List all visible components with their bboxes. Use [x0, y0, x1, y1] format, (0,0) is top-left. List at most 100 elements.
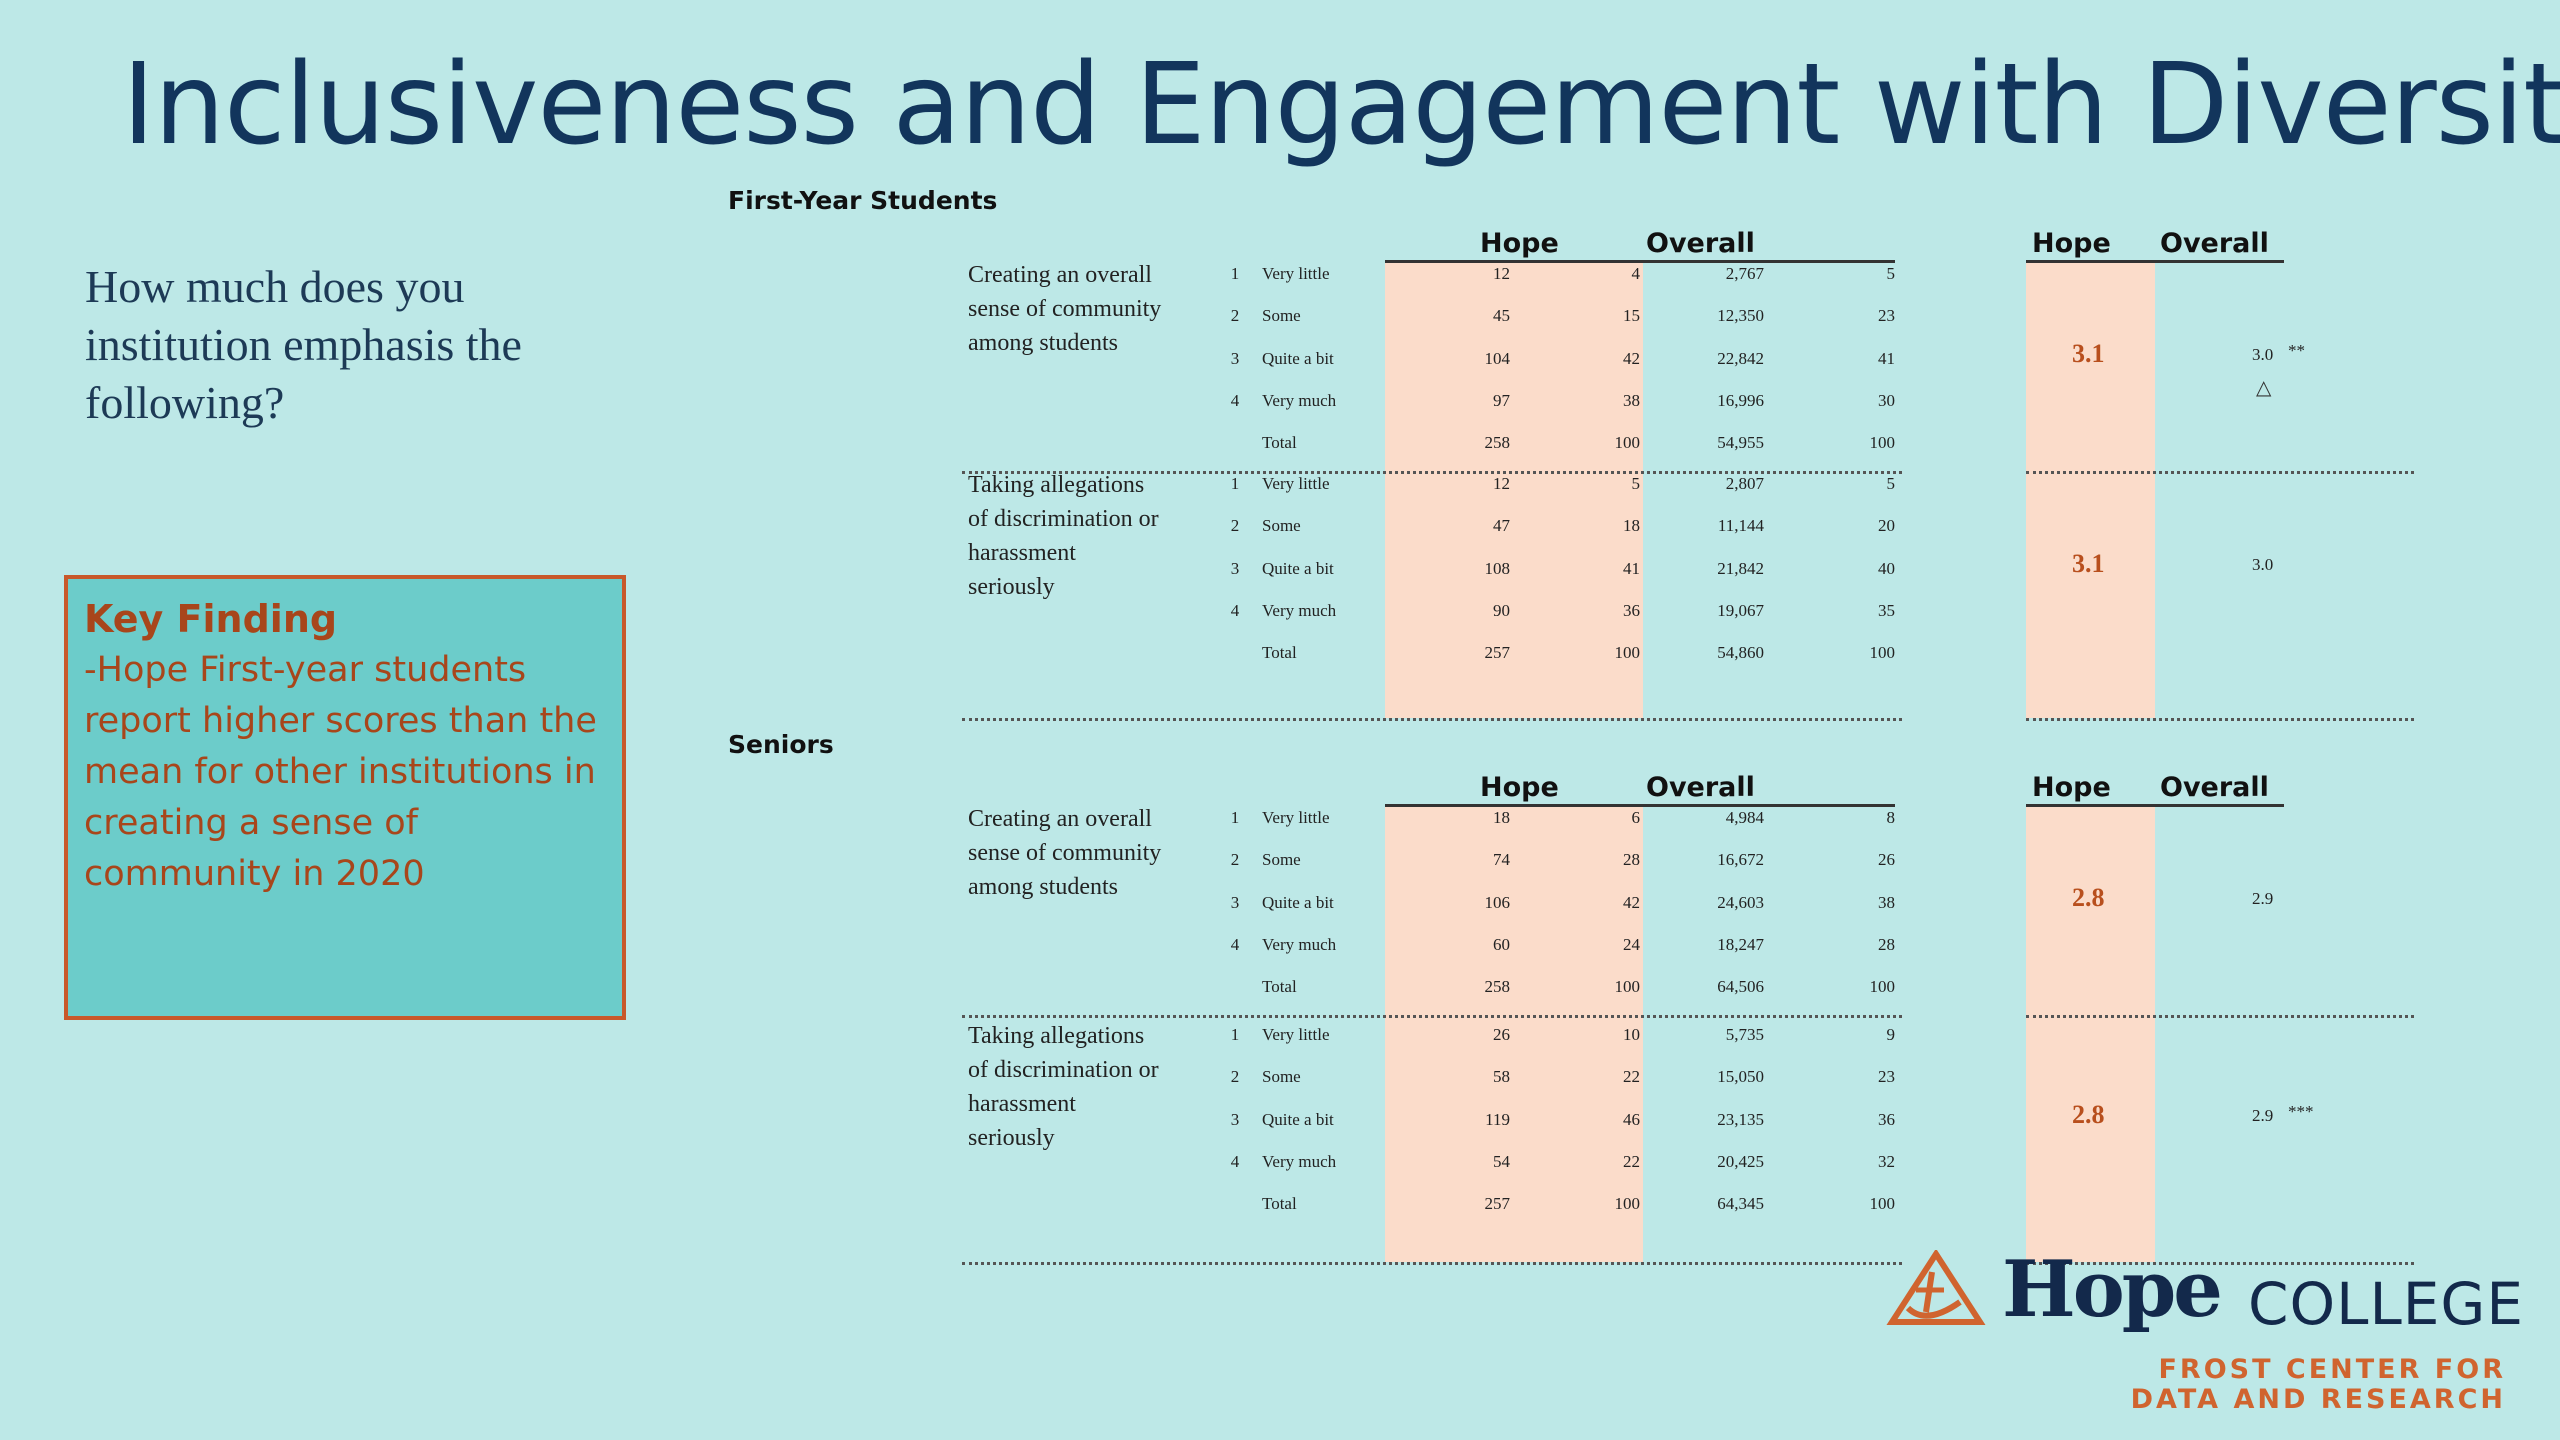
logo-college-text: COLLEGE: [2248, 1270, 2525, 1338]
hope-count: 90: [1493, 600, 1510, 620]
logo-subtitle-line2: DATA AND RESEARCH: [2130, 1384, 2506, 1415]
overall-mean-value: 2.9: [2252, 888, 2274, 908]
overall-mean-value: 2.9: [2252, 1105, 2274, 1125]
overall-count: 24,603: [1717, 892, 1764, 912]
response-label: Some: [1262, 850, 1301, 870]
col-header-overall: Overall: [1646, 772, 1755, 803]
response-code: 2: [1230, 306, 1240, 326]
col-header-overall: Overall: [1646, 228, 1755, 259]
key-finding-heading: Key Finding: [84, 597, 338, 641]
hope-percent: 15: [1623, 306, 1640, 326]
hope-percent: 100: [1614, 643, 1641, 663]
response-label: Quite a bit: [1262, 348, 1334, 368]
hope-percent: 6: [1631, 808, 1641, 827]
hope-count: 54: [1493, 1151, 1510, 1171]
mean-row-separator: [2026, 470, 2414, 474]
hope-percent: 42: [1623, 348, 1640, 368]
hope-percent: 100: [1614, 977, 1641, 997]
mean-row-separator: [2026, 1014, 2414, 1018]
hope-mean-value: 2.8: [2072, 1099, 2105, 1129]
hope-percent: 5: [1631, 474, 1641, 493]
hope-count: 18: [1493, 808, 1510, 827]
overall-count: 16,672: [1717, 850, 1764, 870]
response-label: Total: [1262, 433, 1297, 453]
mean-header-rule: [2026, 260, 2284, 263]
overall-count: 18,247: [1717, 934, 1764, 954]
hope-count: 258: [1484, 977, 1511, 997]
overall-percent: 26: [1878, 850, 1895, 870]
hope-count: 26: [1493, 1025, 1510, 1044]
response-label: Quite a bit: [1262, 558, 1334, 578]
overall-count: 64,506: [1717, 977, 1764, 997]
overall-percent: 100: [1869, 433, 1896, 453]
hope-count: 58: [1493, 1067, 1510, 1087]
hope-percent: 46: [1623, 1109, 1640, 1129]
hope-count: 45: [1493, 306, 1510, 326]
overall-count: 23,135: [1717, 1109, 1764, 1129]
overall-count: 11,144: [1717, 516, 1764, 536]
response-label: Total: [1262, 977, 1297, 997]
hope-highlight-band: [1385, 804, 1643, 1262]
logo-hope-text: Hope: [2002, 1244, 2223, 1335]
overall-percent: 5: [1886, 474, 1896, 493]
col-header-mean-hope: Hope: [2032, 772, 2111, 803]
response-label: Total: [1262, 643, 1297, 663]
overall-percent: 38: [1878, 892, 1895, 912]
overall-percent: 41: [1878, 348, 1895, 368]
hope-percent: 42: [1623, 892, 1640, 912]
significance-marker: **: [2288, 340, 2305, 360]
page-title: Inclusiveness and Engagement with Divers…: [122, 40, 2560, 170]
response-label: Quite a bit: [1262, 892, 1334, 912]
key-finding-box: Key Finding -Hope First-year students re…: [64, 575, 626, 1020]
response-label: Very much: [1262, 1151, 1337, 1171]
overall-count: 64,345: [1717, 1194, 1764, 1214]
hope-count: 104: [1484, 348, 1511, 368]
key-finding-body: -Hope First-year students report higher …: [84, 650, 597, 894]
hope-percent: 10: [1623, 1025, 1640, 1044]
overall-count: 54,860: [1717, 643, 1764, 663]
section-title: First-Year Students: [728, 186, 998, 215]
overall-percent: 100: [1869, 1194, 1896, 1214]
overall-percent: 28: [1878, 934, 1895, 954]
overall-count: 21,842: [1717, 558, 1764, 578]
section-title: Seniors: [728, 730, 834, 759]
overall-percent: 23: [1878, 1067, 1895, 1087]
overall-percent: 8: [1886, 808, 1896, 827]
response-label: Very much: [1262, 600, 1337, 620]
overall-count: 4,984: [1725, 808, 1764, 827]
response-label: Some: [1262, 516, 1301, 536]
mean-row-separator: [2026, 1262, 2414, 1265]
overall-percent: 9: [1886, 1025, 1896, 1044]
overall-count: 2,807: [1725, 474, 1764, 493]
overall-count: 15,050: [1717, 1067, 1764, 1087]
hope-college-logo: Hope COLLEGE FROST CENTER FOR DATA AND R…: [1886, 1244, 2523, 1420]
overall-count: 2,767: [1725, 264, 1764, 283]
logo-subtitle-line1: FROST CENTER FOR: [2158, 1354, 2506, 1385]
hope-percent: 22: [1623, 1067, 1640, 1087]
response-code: 4: [1230, 1151, 1240, 1171]
response-code: 4: [1230, 600, 1240, 620]
header-rule: [1385, 804, 1895, 807]
overall-percent: 35: [1878, 600, 1895, 620]
response-label: Total: [1262, 1194, 1297, 1214]
response-code: 3: [1230, 348, 1240, 368]
response-code: 1: [1230, 264, 1240, 283]
header-rule: [1385, 260, 1895, 263]
overall-percent: 40: [1878, 558, 1895, 578]
mean-row-separator: [2026, 718, 2414, 721]
mean-header-rule: [2026, 804, 2284, 807]
response-code: 1: [1230, 1025, 1240, 1044]
col-header-mean-overall: Overall: [2160, 228, 2269, 259]
hope-percent: 41: [1623, 558, 1640, 578]
hope-count: 119: [1485, 1109, 1510, 1129]
overall-count: 20,425: [1717, 1151, 1764, 1171]
item-label: Taking allegations of discrimination or …: [968, 1023, 1159, 1151]
hope-mean-value: 3.1: [2072, 548, 2105, 578]
item-label: Taking allegations of discrimination or …: [968, 472, 1159, 600]
response-label: Very much: [1262, 390, 1337, 410]
hope-count: 257: [1484, 1194, 1511, 1214]
hope-count: 106: [1484, 892, 1511, 912]
response-code: 1: [1230, 474, 1240, 493]
response-code: 3: [1230, 558, 1240, 578]
overall-count: 19,067: [1717, 600, 1764, 620]
